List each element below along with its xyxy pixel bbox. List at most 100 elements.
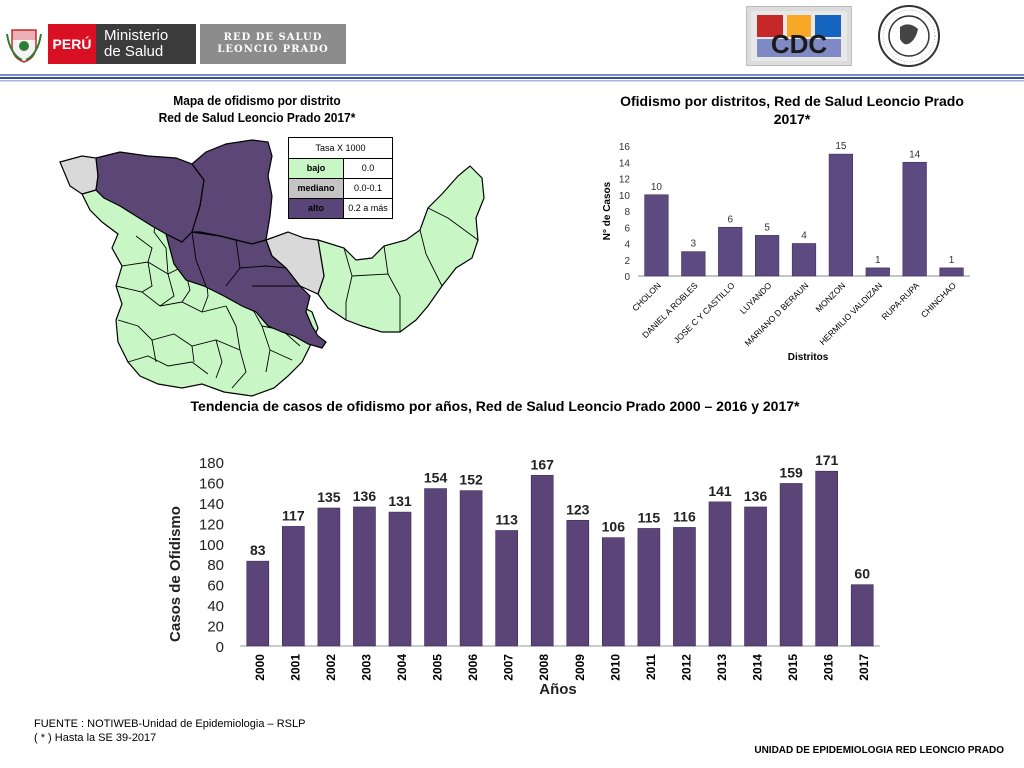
cdc-text: CDC	[771, 29, 828, 59]
x-tick-label: 2001	[288, 654, 302, 681]
bar	[865, 267, 890, 277]
y-tick-label: 80	[207, 557, 224, 574]
legend-value-alto: 0.2 a más	[348, 203, 388, 213]
ministerio-line2: de Salud	[104, 43, 164, 60]
x-tick-label: 2009	[573, 654, 587, 681]
bar	[681, 251, 706, 277]
map-east-borders	[343, 207, 479, 332]
bar	[673, 527, 696, 647]
x-tick-label: 2011	[644, 654, 658, 680]
map-region-high-center	[165, 231, 327, 349]
y-tick-label: 20	[207, 619, 224, 636]
data-label: 60	[854, 566, 870, 582]
x-axis-title: Años	[539, 681, 577, 698]
map-high-borders	[191, 231, 300, 287]
legend-swatch-alto: alto	[289, 199, 344, 218]
bar	[755, 235, 780, 277]
y-tick-label: 100	[199, 537, 224, 554]
data-label: 3	[691, 239, 697, 250]
x-axis-title: Distritos	[788, 352, 829, 363]
x-tick-label: 2014	[751, 654, 765, 681]
y-axis-title: N° de Casos	[602, 181, 613, 240]
legend-swatch-bajo: bajo	[289, 159, 344, 178]
map-region-mid-north	[59, 155, 99, 195]
bar	[424, 488, 447, 647]
x-tick-label: 2012	[679, 654, 693, 681]
map-region-high-monzon	[191, 139, 273, 245]
red-salud-label: RED DE SALUD LEONCIO PRADO	[200, 24, 346, 64]
x-tick-label: 2005	[431, 654, 445, 681]
y-tick-label: 6	[624, 223, 630, 234]
y-tick-label: 2	[624, 256, 630, 267]
bar	[850, 584, 874, 647]
bar	[708, 501, 732, 647]
y-tick-label: 120	[199, 516, 224, 533]
map-legend: Tasa X 1000 bajo 0.0 mediano 0.0-0.1 alt…	[288, 137, 393, 219]
bar	[282, 526, 305, 647]
data-label: 1	[875, 255, 881, 266]
data-label: 116	[673, 508, 696, 524]
map-title-line2: Red de Salud Leoncio Prado 2017*	[158, 110, 356, 125]
y-tick-label: 60	[207, 578, 224, 595]
bar	[815, 470, 838, 647]
data-label: 115	[638, 509, 661, 525]
y-tick-label: 40	[207, 598, 224, 615]
data-label: 6	[727, 214, 733, 225]
y-tick-label: 140	[199, 496, 224, 513]
x-tick-label: MARIANO D BERAUN	[743, 280, 811, 348]
ministerio-line1: Ministerio	[104, 27, 169, 44]
y-tick-label: 0	[624, 272, 630, 283]
bar	[566, 519, 590, 647]
x-tick-label: 2010	[608, 654, 622, 681]
x-tick-label: 2002	[324, 654, 338, 681]
map-title-line1: Mapa de ofidismo por distrito	[173, 93, 341, 108]
legend-row-alto: alto 0.2 a más	[289, 199, 392, 218]
data-label: 14	[909, 149, 921, 160]
data-label: 152	[459, 472, 483, 488]
legend-value-mediano: 0.0-0.1	[353, 183, 383, 193]
x-tick-label: 2004	[395, 654, 409, 681]
data-label: 113	[495, 511, 518, 527]
x-tick-label: CHOLON	[630, 280, 663, 313]
data-label: 154	[424, 470, 448, 486]
data-label: 10	[651, 182, 663, 193]
bar	[317, 507, 341, 647]
bar	[530, 474, 554, 647]
bar	[718, 226, 743, 277]
data-label: 136	[353, 488, 377, 504]
x-tick-label: 2015	[786, 654, 800, 681]
data-label: 15	[835, 141, 847, 152]
cutoff-note: ( * ) Hasta la SE 39-2017	[34, 732, 157, 744]
bar	[353, 506, 376, 647]
source-text: FUENTE : NOTIWEB-Unidad de Epidemiologia…	[34, 718, 306, 730]
bar	[828, 153, 853, 277]
cdc-logo: CDC	[746, 6, 852, 66]
y-tick-label: 10	[619, 191, 631, 202]
header-logos: PERÚ Ministerio de Salud RED DE SALUD LE…	[0, 0, 1024, 82]
red-line1: RED DE SALUD	[223, 32, 323, 43]
x-tick-label: 2008	[537, 654, 551, 681]
map-title: Mapa de ofidismo por distrito Red de Sal…	[140, 92, 374, 126]
legend-value-bajo: 0.0	[361, 163, 375, 173]
map-district-borders	[115, 209, 301, 389]
bar	[902, 161, 927, 277]
x-tick-label: HERMILIO VALDIZAN	[817, 280, 884, 347]
bar	[744, 506, 767, 647]
y-tick-label: 8	[624, 207, 630, 218]
peru-coat-of-arms-icon	[6, 29, 42, 63]
header-rule	[0, 74, 1024, 82]
bar	[939, 267, 964, 277]
data-label: 136	[744, 488, 768, 504]
bar	[602, 537, 625, 647]
trend-chart-title: Tendencia de casos de ofidismo por años,…	[190, 398, 800, 414]
red-line2: LEONCIO PRADO	[217, 44, 329, 55]
y-tick-label: 16	[619, 142, 631, 153]
y-tick-label: 180	[199, 455, 224, 472]
data-label: 5	[764, 222, 770, 233]
data-label: 4	[801, 231, 807, 242]
data-label: 83	[250, 542, 266, 558]
cdc-logo-graphic: CDC	[751, 11, 847, 61]
map-region-low-east	[317, 165, 485, 333]
bar	[637, 528, 661, 647]
data-label: 1	[949, 255, 955, 266]
